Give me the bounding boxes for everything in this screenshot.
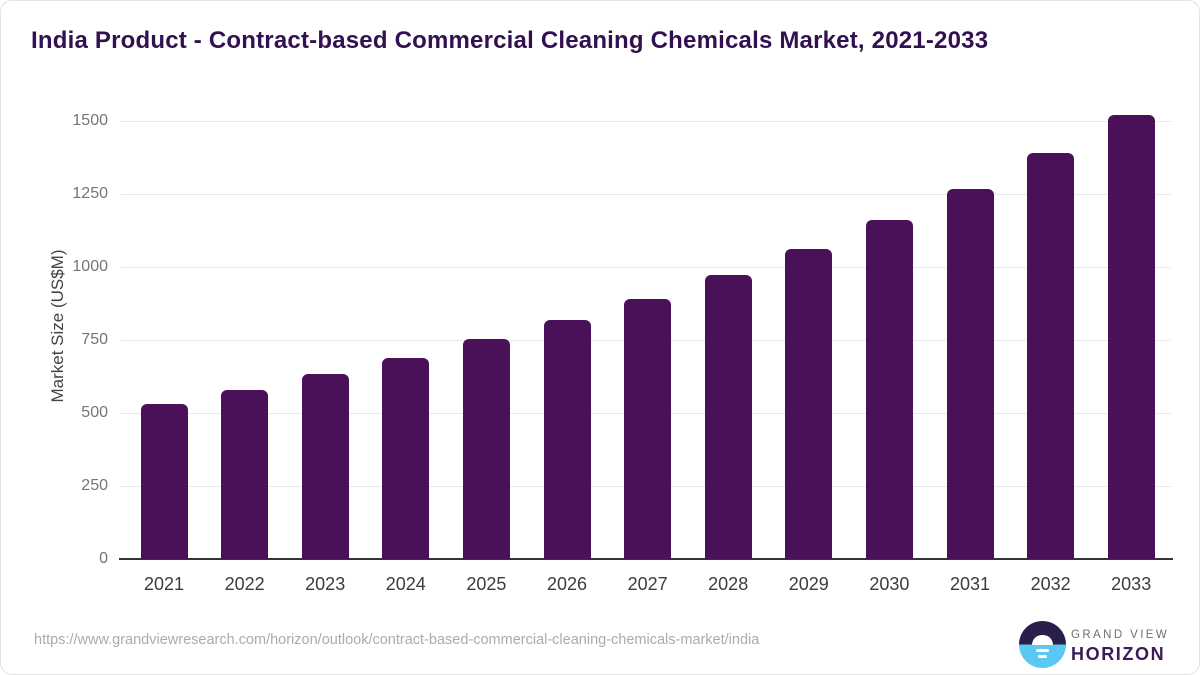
logo-text-grand-view: GRAND VIEW (1071, 629, 1170, 641)
bar-2028 (704, 274, 752, 559)
x-tick-2033: 2033 (1111, 574, 1152, 594)
y-tick-250: 250 (81, 477, 108, 494)
bar-2029 (785, 248, 833, 559)
grand-view-horizon-logo: GRAND VIEW HORIZON (1019, 621, 1179, 669)
x-tick-2022: 2022 (224, 574, 265, 594)
x-tick-2031: 2031 (949, 574, 991, 594)
y-tick-500: 500 (81, 404, 108, 421)
x-tick-2027: 2027 (627, 574, 668, 594)
bar-2024 (382, 357, 430, 559)
gridline-1250 (121, 193, 1171, 195)
x-tick-2029: 2029 (788, 574, 829, 594)
bar-2033 (1107, 114, 1155, 559)
x-tick-2028: 2028 (708, 574, 749, 594)
chart-title: India Product - Contract-based Commercia… (31, 27, 989, 54)
sun-reflection-bar (1036, 648, 1049, 652)
x-tick-2021: 2021 (143, 574, 185, 594)
y-tick-1500: 1500 (72, 112, 108, 129)
bar-2023 (301, 373, 349, 559)
x-tick-2032: 2032 (1030, 574, 1071, 594)
bar-2026 (543, 319, 591, 559)
y-tick-1000: 1000 (72, 258, 108, 275)
bar-2032 (1027, 153, 1075, 559)
y-tick-0: 0 (99, 550, 108, 567)
bar-2030 (865, 220, 913, 559)
y-axis-title: Market Size (US$M) (48, 249, 67, 403)
x-tick-2030: 2030 (869, 574, 910, 594)
x-tick-2023: 2023 (305, 574, 346, 594)
gridline-1500 (121, 120, 1171, 122)
x-tick-2026: 2026 (546, 574, 588, 594)
horizon-sun-icon (1019, 621, 1066, 668)
bar-2025 (462, 339, 510, 559)
x-tick-2024: 2024 (385, 574, 426, 594)
y-tick-1250: 1250 (72, 185, 108, 202)
logo-text-horizon: HORIZON (1071, 644, 1166, 664)
x-axis-line (119, 558, 1173, 560)
source-url: https://www.grandviewresearch.com/horizo… (34, 632, 760, 648)
x-tick-2025: 2025 (466, 574, 507, 594)
gridline-1000 (121, 266, 1171, 268)
bar-2031 (946, 188, 994, 559)
bar-2022 (221, 389, 269, 559)
bar-2027 (624, 298, 672, 559)
bar-2021 (140, 404, 188, 559)
sun-reflection-bar (1038, 654, 1047, 658)
y-tick-750: 750 (81, 331, 108, 348)
logo-text: GRAND VIEW HORIZON (1071, 628, 1169, 665)
sun-dome-shape (1032, 634, 1053, 645)
